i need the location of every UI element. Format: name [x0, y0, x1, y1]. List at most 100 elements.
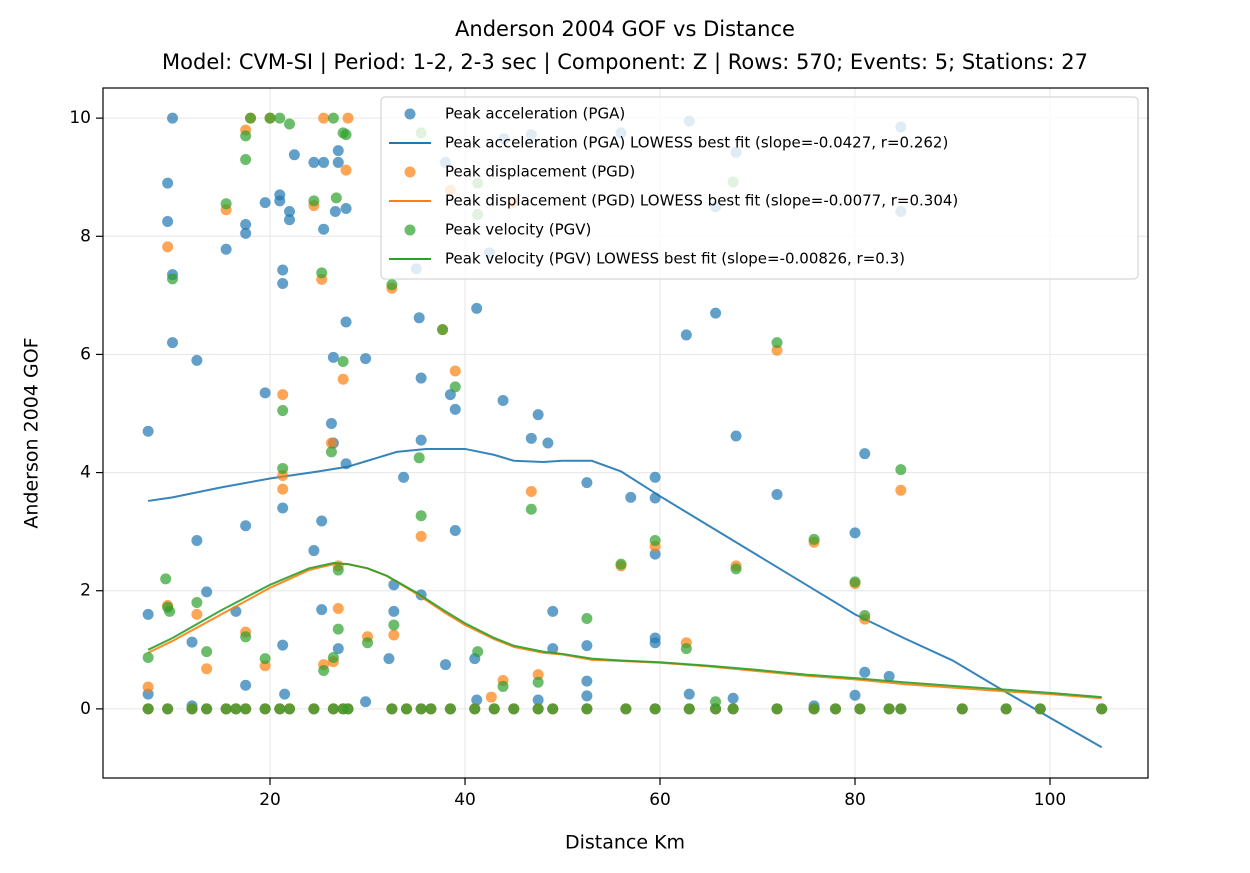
point [142, 425, 154, 437]
point [240, 130, 252, 142]
point [162, 216, 174, 228]
point [191, 535, 203, 547]
point [191, 608, 203, 620]
legend-label: Peak acceleration (PGA) LOWESS best fit … [445, 134, 948, 152]
plot-area [142, 112, 1108, 749]
point [162, 703, 174, 715]
point [274, 112, 286, 124]
point [649, 637, 661, 649]
point [497, 680, 509, 692]
point [142, 608, 154, 620]
point [425, 703, 437, 715]
point [859, 666, 871, 678]
point [167, 337, 179, 349]
point [710, 703, 722, 715]
legend-label: Peak displacement (PGD) LOWESS best fit … [445, 192, 958, 210]
fit-line [147, 561, 1102, 699]
point [413, 312, 425, 324]
point [164, 605, 176, 617]
legend-marker [404, 166, 416, 178]
point [525, 432, 537, 444]
point [160, 573, 172, 585]
point [340, 316, 352, 328]
point [625, 491, 637, 503]
point [415, 703, 427, 715]
point [360, 353, 372, 365]
point [808, 533, 820, 545]
point [730, 563, 742, 575]
point [201, 586, 213, 598]
x-tick-label: 40 [454, 790, 476, 810]
point [330, 192, 342, 204]
point [277, 483, 289, 495]
y-tick-label: 8 [80, 226, 91, 246]
point [1000, 703, 1012, 715]
point [167, 273, 179, 285]
point [581, 640, 593, 652]
point [142, 703, 154, 715]
point [318, 156, 330, 168]
legend-label: Peak acceleration (PGA) [445, 105, 625, 123]
point [325, 437, 337, 449]
point [488, 703, 500, 715]
point [415, 510, 427, 522]
point [415, 372, 427, 384]
point [201, 663, 213, 675]
point [449, 365, 461, 377]
point [683, 688, 695, 700]
point [895, 484, 907, 496]
point [327, 703, 339, 715]
point [532, 409, 544, 421]
point [142, 681, 154, 693]
point [771, 488, 783, 500]
point [284, 214, 296, 226]
legend-label: Peak displacement (PGD) [445, 163, 635, 181]
point [581, 477, 593, 489]
point [316, 604, 328, 616]
y-axis-label: Anderson 2004 GOF [21, 337, 43, 528]
point [542, 437, 554, 449]
point [532, 676, 544, 688]
point [329, 205, 341, 217]
point [201, 703, 213, 715]
point [277, 405, 289, 417]
point [440, 659, 452, 671]
point [167, 112, 179, 124]
point [859, 610, 871, 622]
point [680, 329, 692, 341]
point [386, 279, 398, 291]
point [547, 643, 559, 655]
point [284, 703, 296, 715]
point [649, 548, 661, 560]
y-tick-label: 2 [80, 581, 91, 601]
point [308, 195, 320, 207]
legend-label: Peak velocity (PGV) LOWESS best fit (slo… [445, 250, 905, 268]
point [485, 691, 497, 703]
point [771, 344, 783, 356]
point [620, 703, 632, 715]
point [532, 694, 544, 706]
point [284, 118, 296, 130]
point [683, 703, 695, 715]
point [849, 689, 861, 701]
point [727, 703, 739, 715]
point [220, 198, 232, 210]
point [680, 643, 692, 655]
y-tick-label: 4 [80, 463, 91, 483]
point [327, 351, 339, 363]
point [337, 373, 349, 385]
y-tick-label: 6 [80, 344, 91, 364]
point [245, 112, 257, 124]
point [444, 703, 456, 715]
point [581, 690, 593, 702]
point [318, 664, 330, 676]
point [547, 703, 559, 715]
point [259, 703, 271, 715]
point [240, 631, 252, 643]
point [859, 448, 871, 460]
y-tick-label: 10 [69, 108, 91, 128]
point [710, 307, 722, 319]
point [581, 612, 593, 624]
point [532, 703, 544, 715]
point [383, 653, 395, 665]
